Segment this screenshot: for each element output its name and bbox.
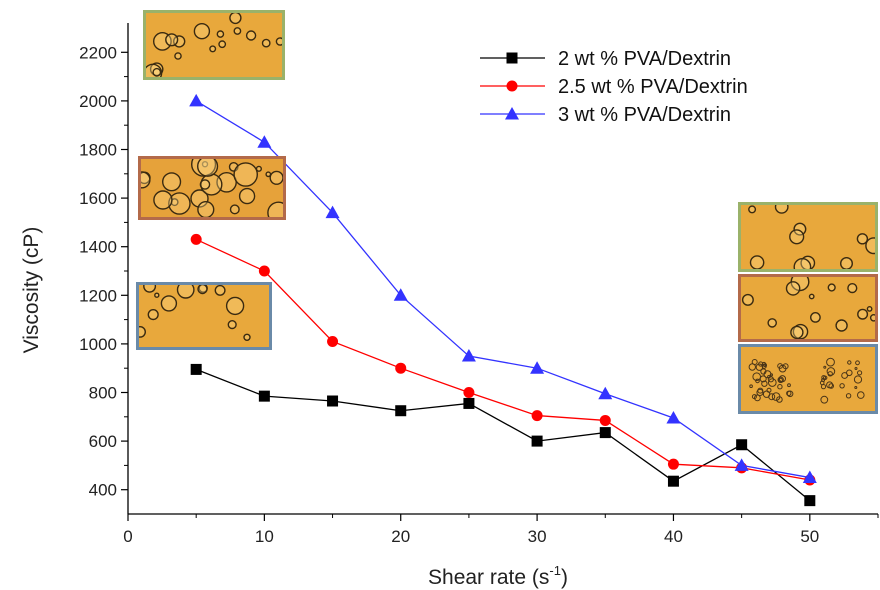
y-tick-label: 1800 <box>79 141 117 160</box>
data-point <box>666 411 681 424</box>
legend: 2 wt % PVA/Dextrin 2.5 wt % PVA/Dextrin 3 … <box>480 48 748 126</box>
x-axis-title-exponent: -1 <box>549 563 561 578</box>
y-tick-label: 800 <box>89 384 117 403</box>
x-axis-title: Shear rate (s-1) <box>428 563 568 589</box>
x-tick-label: 40 <box>664 527 683 546</box>
data-point <box>257 135 272 148</box>
data-point <box>667 475 679 487</box>
x-axis-title-close: ) <box>561 566 568 589</box>
legend-label: 3 wt % PVA/Dextrin <box>558 104 731 126</box>
y-tick-label: 1000 <box>79 335 117 354</box>
series-line <box>195 238 810 481</box>
legend-marker <box>506 52 518 64</box>
x-axis-title-main: Shear rate (s <box>428 566 549 589</box>
data-point <box>736 439 748 451</box>
data-point <box>802 470 817 484</box>
data-point <box>734 458 749 471</box>
x-tick-label: 10 <box>255 527 274 546</box>
x-tick-label: 0 <box>123 527 132 546</box>
x-tick-label: 20 <box>391 527 410 546</box>
legend-label: 2.5 wt % PVA/Dextrin <box>558 76 748 98</box>
x-tick-label: 30 <box>528 527 547 546</box>
y-tick-label: 1400 <box>79 238 117 257</box>
micrograph-image <box>741 277 875 339</box>
data-point <box>463 397 475 409</box>
data-point <box>189 93 204 107</box>
data-point <box>599 414 611 426</box>
data-point <box>463 387 475 398</box>
legend-label: 2 wt % PVA/Dextrin <box>558 48 731 70</box>
y-axis-title: Viscosity (cP) <box>20 227 43 354</box>
y-tick-label: 400 <box>89 481 117 500</box>
x-tick-label: 50 <box>800 527 819 546</box>
y-tick-label: 2000 <box>79 92 117 111</box>
micrograph-inset-low-left <box>136 282 272 350</box>
y-tick-label: 1200 <box>79 286 117 305</box>
data-point <box>327 395 339 407</box>
data-point <box>461 349 476 362</box>
micrograph-image <box>741 205 875 269</box>
y-ticks: 400 600 800 1000 1200 1400 1600 1800 2000 2200 <box>79 43 128 500</box>
series-2 <box>190 233 816 486</box>
data-point <box>599 427 611 439</box>
micrograph-inset-right-2 <box>738 274 878 342</box>
data-point <box>258 390 270 402</box>
micrograph-image <box>139 285 269 347</box>
data-point <box>190 233 202 245</box>
data-point <box>531 435 543 447</box>
legend-marker <box>506 80 518 92</box>
x-ticks: 0 10 20 30 40 50 <box>123 514 879 546</box>
data-point <box>393 288 408 301</box>
micrograph-inset-right-3 <box>738 344 878 414</box>
data-point <box>258 265 270 277</box>
micrograph-inset-right-1 <box>738 202 878 272</box>
micrograph-image <box>741 347 875 411</box>
micrograph-inset-mid-left <box>138 156 286 220</box>
legend-marker <box>505 107 519 120</box>
data-point <box>190 363 202 375</box>
series-layer <box>189 93 817 507</box>
data-point <box>530 361 545 374</box>
data-point <box>667 458 679 470</box>
series-line <box>195 368 811 502</box>
data-point <box>804 495 816 507</box>
y-tick-label: 600 <box>89 432 117 451</box>
data-point <box>395 405 407 417</box>
y-tick-label: 1600 <box>79 189 117 208</box>
data-point <box>531 410 543 422</box>
axes <box>127 23 878 515</box>
y-tick-label: 2200 <box>79 43 117 62</box>
micrograph-inset-top-left <box>143 10 285 80</box>
micrograph-image <box>141 159 283 217</box>
series-1 <box>190 363 816 507</box>
data-point <box>395 362 407 374</box>
series-3 <box>189 93 817 484</box>
data-point <box>327 335 339 347</box>
data-point <box>325 205 340 219</box>
data-point <box>598 386 613 400</box>
series-line <box>195 100 810 479</box>
micrograph-image <box>146 13 282 77</box>
